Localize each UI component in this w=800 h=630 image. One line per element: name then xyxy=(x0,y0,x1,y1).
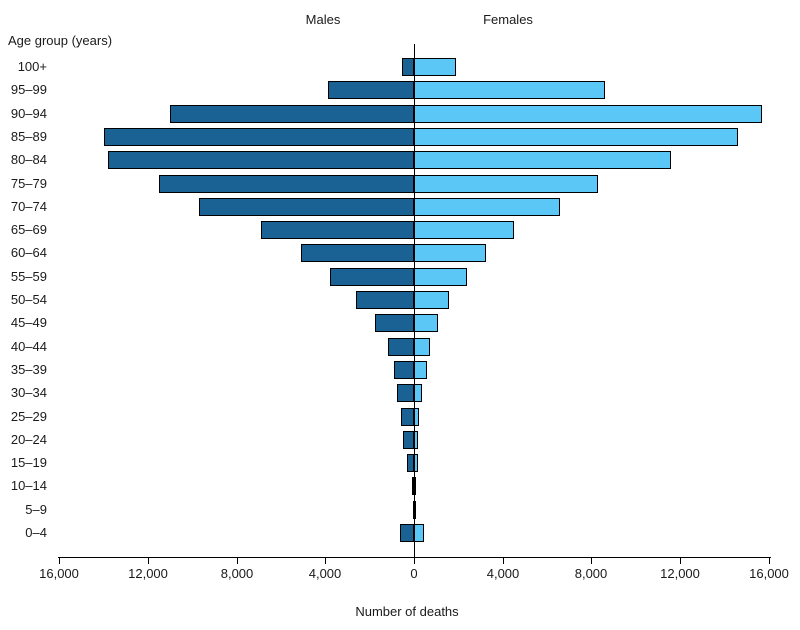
male-bar xyxy=(108,151,414,169)
female-bar xyxy=(414,105,762,123)
x-axis-tick xyxy=(59,558,60,564)
female-bar xyxy=(414,244,486,262)
female-bar xyxy=(414,175,598,193)
male-bar xyxy=(356,291,414,309)
x-axis-tick-label: 4,000 xyxy=(486,566,520,581)
age-group-label: 75–79 xyxy=(10,176,47,191)
x-axis-tick-label: 0 xyxy=(410,566,418,581)
female-bar xyxy=(414,314,438,332)
male-bar xyxy=(407,454,414,472)
x-axis-tick xyxy=(680,558,681,564)
x-axis-line xyxy=(58,557,771,558)
x-axis-tick-label: 8,000 xyxy=(574,566,608,581)
female-bar xyxy=(414,221,514,239)
male-bar xyxy=(159,175,414,193)
age-group-label: 45–49 xyxy=(10,315,47,330)
x-axis-tick xyxy=(503,558,504,564)
age-group-label: 5–9 xyxy=(25,502,47,517)
age-group-label: 100+ xyxy=(17,59,47,74)
x-axis-tick xyxy=(148,558,149,564)
male-bar xyxy=(301,244,414,262)
male-bar xyxy=(400,524,414,542)
male-bar xyxy=(199,198,414,216)
males-series-label: Males xyxy=(305,12,341,27)
x-axis-tick xyxy=(325,558,326,564)
male-bar xyxy=(403,431,414,449)
age-group-label: 30–34 xyxy=(10,385,47,400)
age-group-label: 70–74 xyxy=(10,199,47,214)
male-bar xyxy=(412,477,414,495)
y-axis-title: Age group (years) xyxy=(8,33,113,48)
age-group-label: 90–94 xyxy=(10,106,47,121)
age-group-label: 10–14 xyxy=(10,478,47,493)
x-axis-tick-label: 16,000 xyxy=(39,566,79,581)
female-bar xyxy=(414,81,605,99)
age-group-label: 65–69 xyxy=(10,222,47,237)
age-group-label: 0–4 xyxy=(25,525,47,540)
male-bar xyxy=(401,408,414,426)
x-axis-tick-label: 12,000 xyxy=(128,566,168,581)
age-group-label: 35–39 xyxy=(10,362,47,377)
male-bar xyxy=(328,81,414,99)
age-group-label: 80–84 xyxy=(10,152,47,167)
female-bar xyxy=(414,151,671,169)
x-axis-tick xyxy=(769,558,770,564)
age-group-label: 50–54 xyxy=(10,292,47,307)
age-group-label: 60–64 xyxy=(10,245,47,260)
female-bar xyxy=(414,128,738,146)
x-axis-title: Number of deaths xyxy=(355,604,459,619)
age-group-label: 55–59 xyxy=(10,269,47,284)
female-bar xyxy=(414,524,424,542)
female-bar xyxy=(414,338,430,356)
male-bar xyxy=(397,384,414,402)
x-axis-tick-label: 8,000 xyxy=(220,566,254,581)
x-axis-tick xyxy=(414,558,415,564)
male-bar xyxy=(388,338,414,356)
female-bar xyxy=(414,58,456,76)
male-bar xyxy=(330,268,414,286)
age-group-label: 15–19 xyxy=(10,455,47,470)
x-axis-tick-label: 16,000 xyxy=(749,566,789,581)
male-bar xyxy=(170,105,414,123)
female-bar xyxy=(414,384,422,402)
male-bar xyxy=(375,314,414,332)
center-axis-line xyxy=(414,44,415,557)
age-group-label: 85–89 xyxy=(10,129,47,144)
age-group-label: 20–24 xyxy=(10,432,47,447)
age-group-label: 95–99 xyxy=(10,82,47,97)
x-axis-tick xyxy=(237,558,238,564)
x-axis-tick-label: 4,000 xyxy=(308,566,342,581)
female-bar xyxy=(414,291,449,309)
x-axis-tick xyxy=(591,558,592,564)
female-bar xyxy=(414,361,427,379)
female-bar xyxy=(414,198,560,216)
age-group-label: 25–29 xyxy=(10,409,47,424)
female-bar xyxy=(414,268,467,286)
male-bar xyxy=(261,221,414,239)
male-bar xyxy=(402,58,414,76)
females-series-label: Females xyxy=(483,12,533,27)
male-bar xyxy=(394,361,414,379)
male-bar xyxy=(104,128,414,146)
x-axis-tick-label: 12,000 xyxy=(660,566,700,581)
age-group-label: 40–44 xyxy=(10,339,47,354)
